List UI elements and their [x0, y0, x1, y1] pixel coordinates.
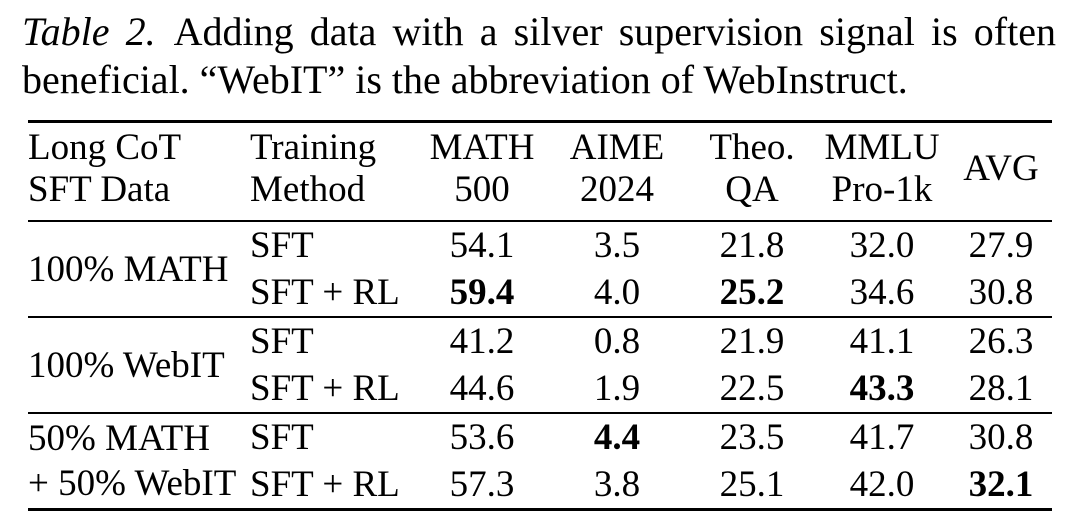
value-cell: 41.7 — [849, 417, 915, 458]
group-label: 100% WebIT — [28, 344, 225, 386]
results-table: Long CoT SFT Data Training Method MATH 5… — [28, 120, 1052, 511]
value-cell: 26.3 — [968, 321, 1034, 362]
table-row: SFT + RL 44.6 1.9 22.5 43.3 28.1 — [28, 365, 1052, 413]
value-cell: 34.6 — [849, 272, 915, 313]
col-header-avg: AVG — [963, 148, 1039, 189]
method-cell: SFT — [250, 321, 314, 362]
group-label: 100% MATH — [28, 248, 229, 290]
header-row: Long CoT SFT Data Training Method MATH 5… — [28, 122, 1052, 222]
value-cell: 3.8 — [593, 464, 641, 505]
value-cell: 28.1 — [968, 368, 1034, 409]
value-cell: 41.2 — [449, 321, 515, 362]
group-100pct-webit: 100% WebIT SFT 41.2 0.8 21.9 41.1 26.3 S… — [28, 317, 1052, 413]
table-caption-text: Adding data with a silver supervision si… — [22, 9, 1056, 102]
group-100pct-math: 100% MATH SFT 54.1 3.5 21.8 32.0 27.9 SF… — [28, 221, 1052, 317]
value-cell: 32.0 — [849, 225, 915, 266]
value-cell: 4.4 — [593, 417, 641, 458]
value-cell: 4.0 — [593, 272, 641, 313]
value-cell: 59.4 — [449, 272, 515, 313]
value-cell: 21.8 — [719, 225, 785, 266]
value-cell: 57.3 — [449, 464, 515, 505]
value-cell: 21.9 — [719, 321, 785, 362]
value-cell: 27.9 — [968, 225, 1034, 266]
value-cell: 30.8 — [968, 417, 1034, 458]
value-cell: 0.8 — [593, 321, 641, 362]
table-row: SFT + RL 59.4 4.0 25.2 34.6 30.8 — [28, 269, 1052, 317]
group-label: 50% MATH + 50% WebIT — [28, 418, 237, 504]
col-header-math500: MATH 500 — [429, 127, 535, 210]
value-cell: 25.1 — [719, 464, 785, 505]
value-cell: 41.1 — [849, 321, 915, 362]
value-cell: 43.3 — [849, 368, 915, 409]
value-cell: 1.9 — [593, 368, 641, 409]
table-row: 100% WebIT SFT 41.2 0.8 21.9 41.1 26.3 — [28, 317, 1052, 386]
value-cell: 53.6 — [449, 417, 515, 458]
method-cell: SFT + RL — [250, 368, 400, 409]
group-50-50-mix: 50% MATH + 50% WebIT SFT 53.6 4.4 23.5 4… — [28, 413, 1052, 510]
value-cell: 32.1 — [968, 464, 1034, 505]
value-cell: 3.5 — [593, 225, 641, 266]
col-header-mmlu-pro1k: MMLU Pro-1k — [824, 127, 940, 210]
table-row: 100% MATH SFT 54.1 3.5 21.8 32.0 27.9 — [28, 221, 1052, 290]
col-header-training-method: Training Method — [250, 127, 377, 210]
value-cell: 42.0 — [849, 464, 915, 505]
table-header: Long CoT SFT Data Training Method MATH 5… — [28, 122, 1052, 222]
col-header-sft-data: Long CoT SFT Data — [28, 127, 182, 210]
method-cell: SFT + RL — [250, 464, 400, 505]
table-caption-label: Table 2. — [22, 9, 156, 54]
value-cell: 22.5 — [719, 368, 785, 409]
value-cell: 23.5 — [719, 417, 785, 458]
table-row: 50% MATH + 50% WebIT SFT 53.6 4.4 23.5 4… — [28, 413, 1052, 504]
col-header-aime2024: AIME 2024 — [569, 127, 665, 210]
method-cell: SFT — [250, 417, 314, 458]
value-cell: 25.2 — [719, 272, 785, 313]
value-cell: 44.6 — [449, 368, 515, 409]
table-caption: Table 2. Adding data with a silver superv… — [22, 8, 1056, 104]
method-cell: SFT + RL — [250, 272, 400, 313]
col-header-theoqa: Theo. QA — [709, 127, 795, 210]
value-cell: 30.8 — [968, 272, 1034, 313]
table-row: SFT + RL 57.3 3.8 25.1 42.0 32.1 — [28, 461, 1052, 510]
value-cell: 54.1 — [449, 225, 515, 266]
method-cell: SFT — [250, 225, 314, 266]
